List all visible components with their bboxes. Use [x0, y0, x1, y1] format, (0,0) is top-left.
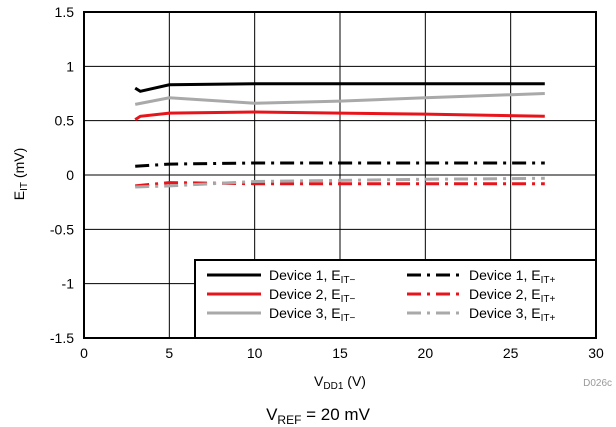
- legend-box: [194, 259, 597, 339]
- y-tick-label: 1.5: [55, 4, 75, 20]
- x-axis-label: VDD1 (V): [314, 373, 366, 392]
- x-tick-label: 30: [588, 345, 604, 361]
- x-tick-label: 15: [332, 345, 348, 361]
- x-tick-label: 5: [165, 345, 173, 361]
- y-tick-label: 0: [66, 167, 74, 183]
- y-tick-label: -1.5: [50, 330, 74, 346]
- legend-label: Device 1, EIT+: [469, 267, 555, 286]
- legend: Device 1, EIT− Device 1, EIT+Device 2, EI…: [194, 259, 597, 339]
- y-tick-label: 1: [66, 58, 74, 74]
- series-line-4: [135, 181, 545, 188]
- y-tick-label: -1: [62, 276, 75, 292]
- x-tick-label: 10: [247, 345, 263, 361]
- series-line-2: [135, 161, 545, 168]
- series-line-5: [134, 92, 545, 106]
- chart-caption: VREF = 20 mV: [266, 405, 371, 427]
- figure-id: D026c: [583, 378, 612, 389]
- y-tick-label: 0.5: [55, 113, 75, 129]
- x-tick-label: 20: [418, 345, 434, 361]
- x-tick-label: 25: [503, 345, 519, 361]
- x-tick-label: 0: [80, 345, 88, 361]
- series-line-6: [135, 176, 545, 189]
- y-tick-label: -0.5: [50, 221, 74, 237]
- legend-label: Device 2, EIT+: [469, 286, 555, 305]
- axis-ticks: 0 5 10 15 20 25 30 -1.5 -1 -0.5 0 0.5 1 1.5: [50, 4, 604, 361]
- series-line-1: [134, 82, 545, 93]
- legend-label: Device 2, EIT−: [269, 286, 355, 305]
- series-layer: [134, 82, 545, 189]
- legend-label: Device 3, EIT+: [469, 305, 555, 324]
- legend-label: Device 1, EIT−: [269, 267, 355, 286]
- legend-label: Device 3, EIT−: [269, 305, 355, 324]
- y-axis-label: EIT (mV): [11, 148, 30, 200]
- series-line-3: [134, 110, 545, 121]
